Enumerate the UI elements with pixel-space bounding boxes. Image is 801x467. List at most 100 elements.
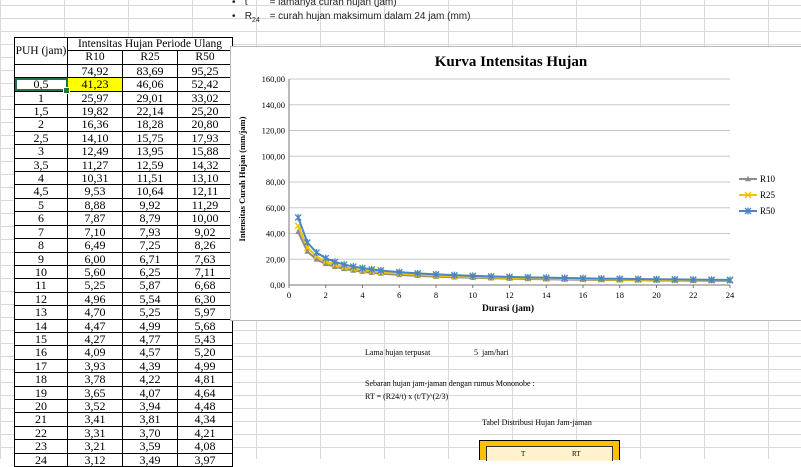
table-cell[interactable]: 24 bbox=[14, 452, 68, 467]
table-cell[interactable]: 9,02 bbox=[177, 224, 233, 240]
header-group[interactable]: Intensitas Hujan Periode Ulang bbox=[67, 36, 233, 52]
header-r25[interactable]: R25 bbox=[122, 50, 178, 65]
table-cell[interactable]: 15,88 bbox=[177, 144, 233, 159]
table-cell[interactable]: 10,31 bbox=[67, 171, 123, 186]
table-cell[interactable]: 3,49 bbox=[122, 452, 178, 467]
table-cell[interactable]: 6,25 bbox=[122, 264, 178, 280]
col-rt-header[interactable]: RT bbox=[572, 450, 581, 458]
table-cell[interactable]: 3,52 bbox=[67, 398, 123, 414]
table-cell[interactable]: 20 bbox=[14, 398, 68, 414]
lama-hujan-value[interactable]: 5 bbox=[474, 348, 478, 357]
table-cell[interactable]: 29,01 bbox=[122, 90, 178, 106]
table-cell[interactable]: 25,97 bbox=[67, 90, 123, 106]
table-cell[interactable]: 6 bbox=[14, 211, 68, 226]
table-cell[interactable]: 13,10 bbox=[177, 171, 233, 186]
table-cell[interactable]: 3,94 bbox=[122, 398, 178, 414]
table-cell[interactable]: 46,06 bbox=[122, 77, 178, 92]
table-cell[interactable]: 5,54 bbox=[122, 291, 178, 307]
table-cell[interactable]: 22 bbox=[14, 425, 68, 441]
table-cell[interactable]: 21 bbox=[14, 412, 68, 427]
table-cell[interactable]: 4,47 bbox=[67, 318, 123, 333]
table-cell[interactable]: 3 bbox=[14, 144, 68, 159]
table-cell[interactable]: 16,36 bbox=[67, 117, 123, 132]
table-cell[interactable]: 4,96 bbox=[67, 291, 123, 307]
table-cell[interactable]: 5,43 bbox=[177, 331, 233, 347]
table-cell[interactable]: 3,81 bbox=[122, 412, 178, 427]
table-cell[interactable]: 52,42 bbox=[177, 77, 233, 92]
table-cell[interactable]: 13 bbox=[14, 305, 68, 320]
table-cell[interactable]: 4,09 bbox=[67, 345, 123, 360]
chart-area[interactable]: Kurva Intensitas Hujan Durasi (jam) Inte… bbox=[230, 46, 801, 321]
table-cell[interactable]: 4,48 bbox=[177, 398, 233, 414]
table-cell[interactable]: 20,80 bbox=[177, 117, 233, 132]
table-cell[interactable]: 4,70 bbox=[67, 305, 123, 320]
table-cell[interactable]: 4,99 bbox=[177, 358, 233, 374]
table-cell[interactable]: 4,07 bbox=[122, 385, 178, 400]
table-cell[interactable]: 4,39 bbox=[122, 358, 178, 374]
table-cell[interactable]: 2,5 bbox=[14, 130, 68, 146]
table-cell[interactable]: 10,64 bbox=[122, 184, 178, 199]
table-cell[interactable]: 7,10 bbox=[67, 224, 123, 240]
table-cell[interactable]: 3,59 bbox=[122, 439, 178, 454]
table-cell[interactable]: 4,77 bbox=[122, 331, 178, 347]
table-cell[interactable]: 95,25 bbox=[177, 63, 233, 79]
table-cell[interactable]: 5 bbox=[14, 197, 68, 213]
table-cell[interactable]: 11 bbox=[14, 278, 68, 293]
table-cell[interactable]: 1,5 bbox=[14, 104, 68, 119]
table-cell[interactable]: 9,53 bbox=[67, 184, 123, 199]
table-cell[interactable]: 11,51 bbox=[122, 171, 178, 186]
table-cell[interactable]: 14,32 bbox=[177, 157, 233, 173]
table-cell[interactable]: 5,68 bbox=[177, 318, 233, 333]
table-cell[interactable]: 5,87 bbox=[122, 278, 178, 293]
table-cell[interactable]: 3,65 bbox=[67, 385, 123, 400]
table-cell[interactable]: 5,25 bbox=[122, 305, 178, 320]
table-cell[interactable]: 3,12 bbox=[67, 452, 123, 467]
table-cell[interactable]: 3,41 bbox=[67, 412, 123, 427]
table-cell[interactable]: 4,81 bbox=[177, 372, 233, 387]
table-cell[interactable]: 7,25 bbox=[122, 238, 178, 253]
table-cell[interactable]: 74,92 bbox=[67, 63, 123, 79]
header-r50[interactable]: R50 bbox=[177, 50, 233, 65]
table-cell[interactable]: 2 bbox=[14, 117, 68, 132]
table-cell[interactable]: 4,57 bbox=[122, 345, 178, 360]
table-cell[interactable]: 23 bbox=[14, 439, 68, 454]
table-cell[interactable]: 4 bbox=[14, 171, 68, 186]
table-cell[interactable]: 14,10 bbox=[67, 130, 123, 146]
table-cell[interactable]: 5,25 bbox=[67, 278, 123, 293]
table-cell[interactable]: 10 bbox=[14, 264, 68, 280]
table-cell[interactable]: 17,93 bbox=[177, 130, 233, 146]
table-cell[interactable]: 10,00 bbox=[177, 211, 233, 226]
table-cell[interactable]: 4,22 bbox=[122, 372, 178, 387]
table-cell[interactable]: 25,20 bbox=[177, 104, 233, 119]
table-cell[interactable]: 33,02 bbox=[177, 90, 233, 106]
table-cell[interactable]: 5,97 bbox=[177, 305, 233, 320]
table-cell[interactable]: 0,5 bbox=[14, 77, 70, 94]
col-t-header[interactable]: T bbox=[521, 450, 526, 458]
table-cell[interactable]: 12 bbox=[14, 291, 68, 307]
table-cell[interactable]: 17 bbox=[14, 358, 68, 374]
table-cell[interactable]: 18 bbox=[14, 372, 68, 387]
table-cell[interactable]: 3,78 bbox=[67, 372, 123, 387]
header-r10[interactable]: R10 bbox=[67, 50, 123, 65]
table-cell[interactable]: 6,68 bbox=[177, 278, 233, 293]
table-cell[interactable]: 83,69 bbox=[122, 63, 178, 79]
table-cell[interactable]: 12,59 bbox=[122, 157, 178, 173]
table-cell[interactable]: 4,5 bbox=[14, 184, 68, 199]
table-cell[interactable]: 4,21 bbox=[177, 425, 233, 441]
table-cell[interactable]: 3,97 bbox=[177, 452, 233, 467]
table-cell[interactable]: 8,26 bbox=[177, 238, 233, 253]
table-cell[interactable]: 13,95 bbox=[122, 144, 178, 159]
table-cell[interactable]: 4,27 bbox=[67, 331, 123, 347]
table-cell[interactable]: 18,28 bbox=[122, 117, 178, 132]
table-cell[interactable]: 7,63 bbox=[177, 251, 233, 266]
table-cell[interactable]: 3,31 bbox=[67, 425, 123, 441]
table-cell[interactable]: 3,5 bbox=[14, 157, 68, 173]
table-cell[interactable]: 6,00 bbox=[67, 251, 123, 266]
table-cell[interactable]: 4,64 bbox=[177, 385, 233, 400]
table-cell[interactable]: 4,08 bbox=[177, 439, 233, 454]
table-cell[interactable]: 14 bbox=[14, 318, 68, 333]
table-cell[interactable]: 6,71 bbox=[122, 251, 178, 266]
table-cell[interactable]: 1 bbox=[14, 90, 68, 106]
table-cell[interactable]: 7,93 bbox=[122, 224, 178, 240]
table-cell[interactable]: 5,60 bbox=[67, 264, 123, 280]
